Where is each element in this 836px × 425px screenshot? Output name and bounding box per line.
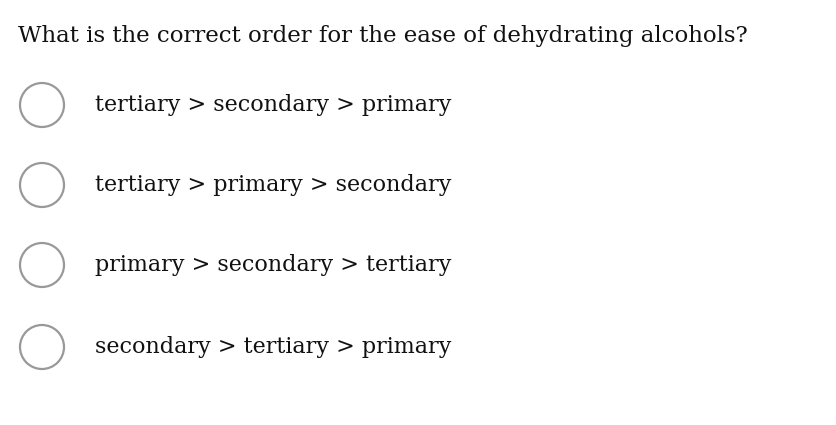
Circle shape	[20, 325, 64, 369]
Text: primary > secondary > tertiary: primary > secondary > tertiary	[95, 254, 451, 276]
Circle shape	[20, 243, 64, 287]
Text: What is the correct order for the ease of dehydrating alcohols?: What is the correct order for the ease o…	[18, 25, 747, 47]
Circle shape	[20, 163, 64, 207]
Circle shape	[20, 83, 64, 127]
Text: tertiary > secondary > primary: tertiary > secondary > primary	[95, 94, 451, 116]
Text: tertiary > primary > secondary: tertiary > primary > secondary	[95, 174, 451, 196]
Text: secondary > tertiary > primary: secondary > tertiary > primary	[95, 336, 451, 358]
